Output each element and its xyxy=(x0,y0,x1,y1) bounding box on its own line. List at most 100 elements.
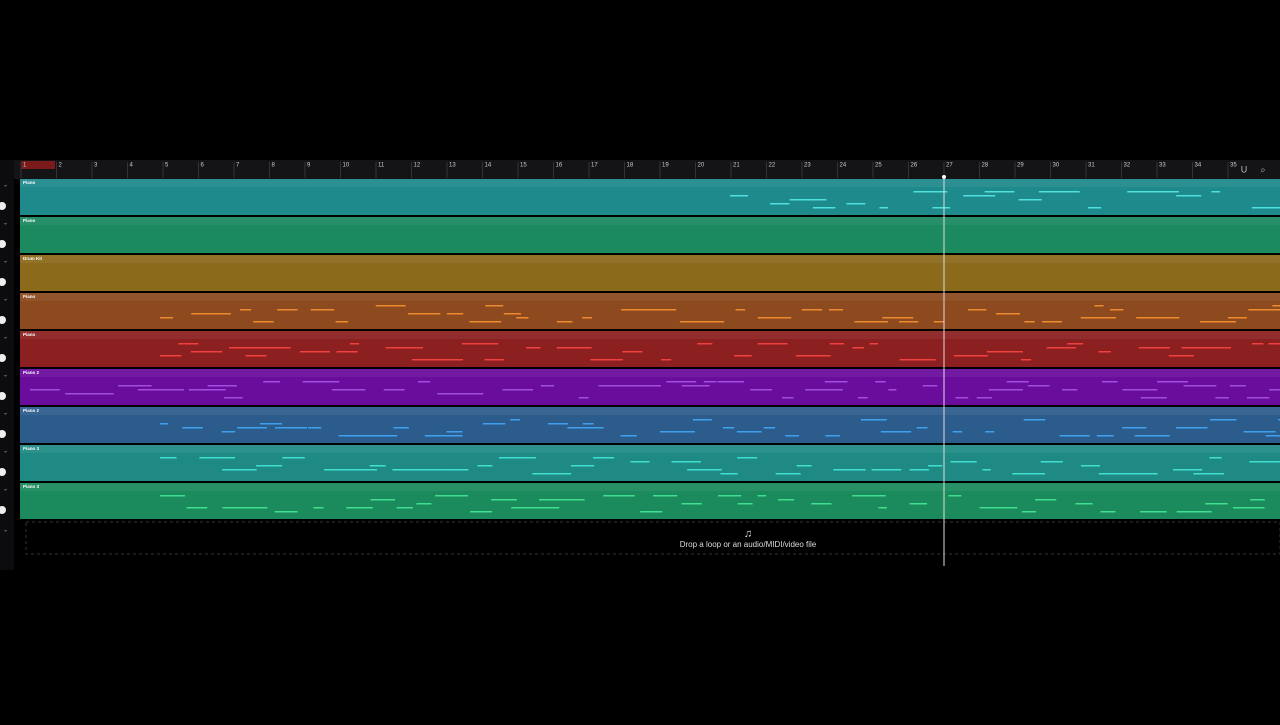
playhead-handle[interactable] xyxy=(942,175,946,179)
midi-note xyxy=(805,389,843,391)
midi-note xyxy=(860,419,887,421)
midi-note xyxy=(590,359,623,361)
midi-note xyxy=(349,343,360,345)
ruler-label: 30 xyxy=(1053,163,1060,169)
midi-note xyxy=(953,355,989,357)
ruler-label: 17 xyxy=(591,163,598,169)
track-controls xyxy=(0,160,14,570)
ruler-label: 1 xyxy=(23,163,27,169)
drop-hint: Drop a loop or an audio/MIDI/video file xyxy=(680,540,817,549)
midi-note xyxy=(332,389,363,391)
collapse-toggle[interactable]: ⌄ xyxy=(3,449,8,455)
track-region[interactable] xyxy=(20,445,1280,481)
volume-knob[interactable] xyxy=(0,506,6,514)
volume-knob[interactable] xyxy=(0,392,6,400)
collapse-toggle[interactable]: ⌄ xyxy=(3,259,8,265)
track-region[interactable] xyxy=(20,293,1280,329)
midi-note xyxy=(630,461,650,463)
add-track-toggle[interactable]: ⌄ xyxy=(3,528,8,534)
midi-note xyxy=(421,313,441,315)
midi-note xyxy=(207,385,237,387)
track-name: Piano xyxy=(23,218,36,223)
track-name: Piano xyxy=(23,294,36,299)
midi-note xyxy=(812,207,836,209)
ruler-label: 25 xyxy=(875,163,882,169)
midi-note xyxy=(984,191,1015,193)
midi-note xyxy=(532,473,570,475)
volume-knob[interactable] xyxy=(0,202,6,210)
midi-note xyxy=(757,495,767,497)
track-region[interactable] xyxy=(20,331,1280,367)
ruler-label: 2 xyxy=(59,163,63,169)
midi-note xyxy=(396,507,413,509)
volume-knob[interactable] xyxy=(0,240,6,248)
volume-knob[interactable] xyxy=(0,430,6,438)
midi-note xyxy=(498,457,520,459)
midi-note xyxy=(922,385,938,387)
midi-note xyxy=(277,309,298,311)
ruler-label: 23 xyxy=(804,163,811,169)
collapse-toggle[interactable]: ⌄ xyxy=(3,297,8,303)
midi-note xyxy=(1020,359,1032,361)
midi-note xyxy=(1176,511,1212,513)
midi-note xyxy=(222,507,249,509)
track-region[interactable] xyxy=(20,179,1280,215)
magnet-button[interactable]: U xyxy=(1241,164,1248,174)
midi-note xyxy=(558,473,572,475)
zoom-button[interactable]: ⌕ xyxy=(1260,164,1265,174)
midi-note xyxy=(393,427,409,429)
midi-note xyxy=(854,321,888,323)
midi-note xyxy=(385,347,423,349)
midi-note xyxy=(516,317,529,319)
midi-note xyxy=(1021,511,1037,513)
collapse-toggle[interactable]: ⌄ xyxy=(3,373,8,379)
collapse-toggle[interactable]: ⌄ xyxy=(3,487,8,493)
midi-note xyxy=(1040,461,1063,463)
midi-note xyxy=(948,495,962,497)
volume-knob[interactable] xyxy=(0,316,6,324)
collapse-toggle[interactable]: ⌄ xyxy=(3,335,8,341)
collapse-toggle[interactable]: ⌄ xyxy=(3,221,8,227)
midi-note xyxy=(1211,191,1221,193)
midi-note xyxy=(963,195,996,197)
midi-note xyxy=(582,317,592,319)
collapse-toggle[interactable]: ⌄ xyxy=(3,183,8,189)
midi-note xyxy=(878,507,887,509)
midi-note xyxy=(1035,499,1057,501)
ruler-label: 32 xyxy=(1124,163,1131,169)
track-region[interactable] xyxy=(20,483,1280,519)
track-region[interactable] xyxy=(20,217,1280,253)
volume-knob[interactable] xyxy=(0,354,6,362)
track-name: Piano xyxy=(23,332,36,337)
midi-note xyxy=(160,495,185,497)
midi-note xyxy=(1213,347,1232,349)
midi-note xyxy=(556,321,573,323)
collapse-toggle[interactable]: ⌄ xyxy=(3,411,8,417)
midi-note xyxy=(796,465,812,467)
midi-note xyxy=(621,309,659,311)
midi-note xyxy=(510,419,520,421)
midi-note xyxy=(1233,507,1265,509)
midi-note xyxy=(502,389,534,391)
midi-note xyxy=(1094,305,1104,307)
midi-note xyxy=(734,355,752,357)
track-region[interactable] xyxy=(20,407,1280,443)
midi-note xyxy=(620,435,637,437)
midi-note xyxy=(1265,435,1280,437)
track-region[interactable] xyxy=(20,255,1280,291)
midi-note xyxy=(1018,199,1042,201)
midi-note xyxy=(899,321,919,323)
midi-note xyxy=(986,351,1023,353)
midi-note xyxy=(408,469,445,471)
volume-knob[interactable] xyxy=(0,468,6,476)
midi-note xyxy=(229,347,267,349)
ruler-label: 20 xyxy=(698,163,705,169)
midi-note xyxy=(661,359,672,361)
midi-note xyxy=(1269,389,1280,391)
volume-knob[interactable] xyxy=(0,278,6,286)
track-region[interactable] xyxy=(20,369,1280,405)
midi-note xyxy=(681,385,710,387)
loop-region[interactable] xyxy=(21,161,55,169)
drop-zone[interactable] xyxy=(25,521,1280,555)
midi-note xyxy=(660,431,695,433)
